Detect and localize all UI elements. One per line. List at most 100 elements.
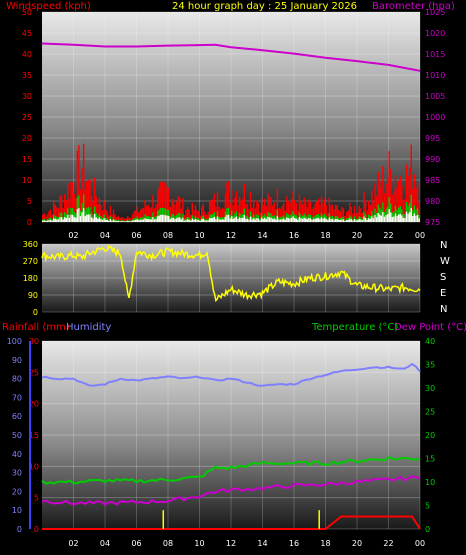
wind-bar bbox=[54, 204, 56, 222]
calm-bar bbox=[275, 219, 277, 222]
wind-bar bbox=[174, 204, 176, 222]
calm-bar bbox=[259, 220, 261, 222]
calm-bar bbox=[84, 216, 86, 222]
calm-bar bbox=[175, 218, 178, 222]
wind-bar bbox=[380, 187, 383, 222]
calm-bar bbox=[90, 217, 93, 222]
wind-bar bbox=[257, 202, 260, 222]
wind-bar bbox=[45, 216, 47, 222]
wind-bar bbox=[262, 205, 264, 222]
barometer-line bbox=[41, 42, 421, 72]
calm-bar bbox=[216, 216, 219, 222]
x-tick-label: 12 bbox=[226, 539, 236, 548]
wind-bar bbox=[144, 200, 146, 222]
calm-bar bbox=[46, 220, 49, 222]
wind-bar bbox=[352, 213, 354, 222]
x-tick-label: 08 bbox=[163, 539, 173, 548]
calm-bar bbox=[336, 218, 338, 222]
direction-tick-label: 90 bbox=[28, 291, 38, 300]
wind-bar bbox=[138, 212, 140, 222]
calm-bar bbox=[265, 219, 268, 222]
wind-bar bbox=[265, 206, 268, 222]
calm-bar bbox=[363, 216, 365, 222]
wind-bar bbox=[197, 211, 200, 222]
calm-bar bbox=[399, 213, 401, 222]
calm-bar bbox=[60, 217, 63, 222]
calm-bar bbox=[62, 219, 64, 222]
wind-bar bbox=[169, 206, 171, 222]
calm-bar bbox=[416, 214, 419, 222]
calm-bar bbox=[312, 219, 315, 222]
calm-bar bbox=[215, 219, 217, 222]
baro-tick-label: 975 bbox=[425, 218, 440, 227]
wind-bar bbox=[82, 143, 85, 222]
calm-bar bbox=[125, 221, 127, 222]
wind-bar bbox=[186, 207, 189, 222]
temp-tick-label: 30 bbox=[425, 384, 435, 393]
wind-bar bbox=[256, 200, 258, 222]
wind-bar bbox=[210, 199, 212, 222]
calm-bar bbox=[134, 219, 137, 222]
calm-bar bbox=[352, 220, 354, 222]
calm-bar bbox=[78, 208, 80, 222]
wind-bar bbox=[325, 205, 327, 222]
calm-bar bbox=[186, 219, 189, 222]
calm-bar bbox=[333, 219, 335, 222]
wind-bar bbox=[98, 198, 101, 222]
temp-tick-label: 5 bbox=[425, 502, 430, 511]
wind-tick-label: 20 bbox=[22, 134, 32, 143]
calm-bar bbox=[369, 218, 371, 222]
wind-bar bbox=[105, 209, 107, 222]
wind-bar bbox=[408, 167, 411, 222]
wind-bar bbox=[320, 196, 323, 222]
baro-tick-label: 995 bbox=[425, 134, 440, 143]
wind-bar bbox=[331, 204, 334, 222]
x-tick-label: 06 bbox=[131, 231, 141, 240]
calm-bar bbox=[97, 218, 99, 222]
calm-bar bbox=[232, 218, 234, 222]
direction-letter: S bbox=[440, 272, 446, 283]
wind-bar bbox=[100, 205, 102, 222]
wind-bar bbox=[218, 206, 220, 222]
wind-bar bbox=[51, 214, 53, 222]
calm-bar bbox=[393, 216, 395, 222]
wind-bar bbox=[81, 168, 83, 222]
wind-bar bbox=[134, 210, 137, 222]
wind-bar bbox=[386, 178, 389, 222]
calm-bar bbox=[130, 221, 132, 222]
calm-bar bbox=[169, 219, 171, 222]
x-tick-label: 16 bbox=[289, 539, 299, 548]
wind-bar bbox=[116, 217, 118, 222]
calm-bar bbox=[267, 216, 269, 222]
calm-bar bbox=[57, 219, 60, 222]
wind-bar bbox=[156, 190, 159, 222]
wind-bar bbox=[276, 187, 279, 222]
calm-bar bbox=[372, 218, 375, 222]
temp-tick-label: 20 bbox=[425, 431, 435, 440]
calm-bar bbox=[218, 219, 220, 222]
wind-bar bbox=[309, 201, 312, 222]
wind-bar bbox=[67, 183, 69, 222]
calm-bar bbox=[338, 219, 340, 222]
calm-bar bbox=[133, 220, 135, 222]
calm-bar bbox=[289, 218, 291, 222]
rain-tick-label: 15 bbox=[29, 431, 39, 440]
wind-bar bbox=[60, 195, 63, 222]
wind-bar bbox=[93, 177, 96, 222]
wind-bar bbox=[305, 202, 307, 222]
x-tick-label: 14 bbox=[257, 231, 267, 240]
wind-bar bbox=[101, 210, 104, 222]
wind-bar bbox=[78, 145, 80, 222]
calm-bar bbox=[93, 214, 96, 222]
wind-bar bbox=[163, 182, 165, 222]
wind-bar bbox=[199, 215, 201, 222]
rain-tick-label: 20 bbox=[29, 400, 39, 409]
calm-bar bbox=[298, 217, 301, 222]
direction-tick-label: 270 bbox=[23, 257, 38, 266]
x-tick-label: 02 bbox=[68, 539, 78, 548]
wind-bar bbox=[369, 204, 371, 222]
humidity-axis-title: Humidity bbox=[66, 322, 111, 333]
wind-bar bbox=[59, 195, 61, 222]
calm-bar bbox=[56, 219, 58, 222]
wind-bar bbox=[179, 197, 181, 222]
